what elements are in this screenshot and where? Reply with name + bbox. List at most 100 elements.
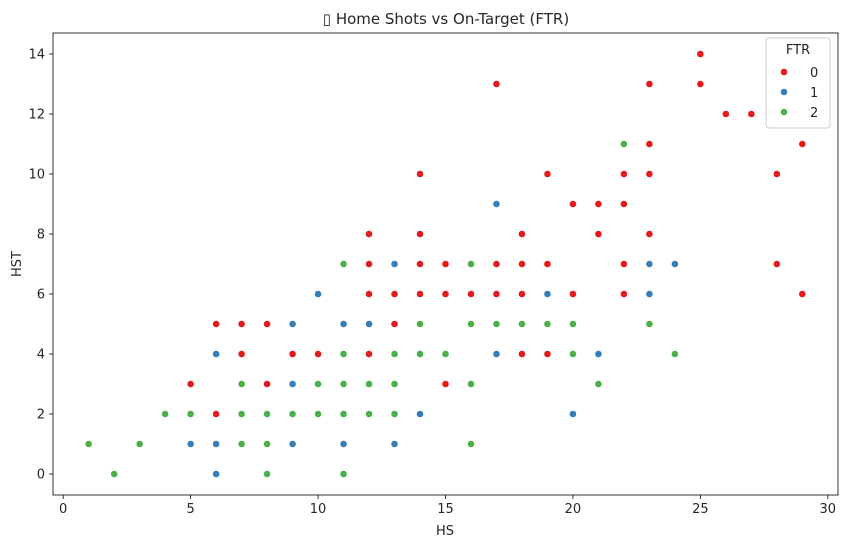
data-point-ftr-2 (569, 350, 577, 358)
data-point-ftr-0 (365, 230, 373, 238)
x-tick-label: 5 (186, 502, 194, 517)
data-point-ftr-0 (492, 290, 501, 298)
data-point-ftr-1 (288, 380, 297, 388)
data-point-ftr-2 (237, 440, 246, 448)
data-point-ftr-0 (365, 350, 373, 358)
data-point-ftr-2 (492, 320, 501, 328)
data-point-ftr-0 (467, 290, 475, 298)
chart-title: ▯ Home Shots vs On-Target (FTR) (323, 10, 569, 28)
legend-label: 2 (810, 106, 818, 121)
plot-area (52, 32, 839, 496)
data-point-ftr-2 (620, 140, 628, 148)
data-point-ftr-1 (212, 440, 221, 448)
legend-marker (780, 108, 788, 116)
data-point-ftr-2 (84, 440, 93, 448)
data-point-ftr-0 (186, 380, 195, 388)
data-point-ftr-0 (390, 290, 399, 298)
data-point-ftr-2 (365, 380, 373, 388)
data-point-ftr-0 (798, 140, 807, 148)
data-point-ftr-0 (416, 260, 424, 268)
data-point-ftr-0 (416, 170, 424, 178)
data-point-ftr-0 (518, 260, 526, 268)
data-point-ftr-1 (390, 440, 399, 448)
data-point-ftr-0 (441, 380, 450, 388)
data-point-ftr-0 (416, 230, 424, 238)
y-tick-label: 2 (37, 408, 45, 423)
data-point-ftr-1 (492, 350, 501, 358)
data-point-ftr-0 (594, 230, 603, 238)
data-point-ftr-0 (237, 350, 246, 358)
data-point-ftr-0 (492, 80, 501, 88)
data-point-ftr-0 (645, 170, 654, 178)
x-tick-label: 10 (310, 502, 327, 517)
data-point-ftr-2 (670, 350, 679, 358)
data-point-ftr-0 (212, 320, 221, 328)
data-point-ftr-0 (569, 200, 577, 208)
x-tick-label: 30 (820, 502, 837, 517)
legend-label: 0 (810, 66, 818, 81)
data-point-ftr-1 (543, 290, 552, 298)
data-point-ftr-2 (390, 350, 399, 358)
data-point-ftr-1 (492, 200, 501, 208)
data-point-ftr-1 (186, 440, 195, 448)
data-point-ftr-0 (772, 170, 781, 178)
data-point-ftr-1 (390, 260, 399, 268)
data-point-ftr-0 (772, 260, 781, 268)
data-point-ftr-0 (594, 200, 603, 208)
data-point-ftr-0 (365, 260, 373, 268)
data-point-ftr-2 (237, 380, 246, 388)
data-point-ftr-1 (212, 470, 221, 478)
data-point-ftr-0 (696, 50, 705, 58)
data-point-ftr-1 (594, 350, 603, 358)
data-point-ftr-2 (416, 350, 424, 358)
y-tick-label: 6 (37, 288, 45, 303)
legend-box (765, 37, 831, 129)
data-point-ftr-0 (263, 380, 271, 388)
data-point-ftr-1 (569, 410, 577, 418)
data-point-ftr-1 (212, 350, 221, 358)
y-tick-label: 4 (37, 348, 45, 363)
y-axis-label: HST (10, 251, 25, 277)
data-point-ftr-0 (569, 290, 577, 298)
data-point-ftr-2 (314, 380, 322, 388)
data-point-ftr-0 (620, 290, 628, 298)
data-points (84, 50, 807, 478)
data-point-ftr-2 (161, 410, 170, 418)
data-point-ftr-0 (441, 290, 450, 298)
legend-title: FTR (786, 43, 810, 58)
data-point-ftr-0 (620, 260, 628, 268)
x-tick-label: 25 (692, 502, 709, 517)
data-point-ftr-1 (645, 260, 654, 268)
data-point-ftr-2 (135, 440, 144, 448)
data-point-ftr-2 (339, 470, 348, 478)
data-point-ftr-0 (645, 230, 654, 238)
legend: FTR 0 1 2 (765, 37, 831, 129)
data-point-ftr-0 (721, 110, 730, 118)
data-point-ftr-1 (416, 410, 424, 418)
data-point-ftr-0 (747, 110, 756, 118)
y-tick-label: 0 (37, 468, 45, 483)
data-point-ftr-2 (467, 320, 475, 328)
data-point-ftr-0 (212, 410, 221, 418)
y-tick-label: 8 (37, 228, 45, 243)
data-point-ftr-0 (288, 350, 297, 358)
data-point-ftr-0 (543, 260, 552, 268)
data-point-ftr-2 (645, 320, 654, 328)
data-point-ftr-1 (670, 260, 679, 268)
data-point-ftr-0 (518, 350, 526, 358)
data-point-ftr-0 (518, 230, 526, 238)
data-point-ftr-0 (645, 80, 654, 88)
data-point-ftr-2 (263, 440, 271, 448)
data-point-ftr-0 (365, 290, 373, 298)
data-point-ftr-1 (645, 290, 654, 298)
data-point-ftr-2 (390, 380, 399, 388)
data-point-ftr-2 (237, 410, 246, 418)
data-point-ftr-0 (543, 170, 552, 178)
data-point-ftr-1 (339, 320, 348, 328)
data-point-ftr-0 (620, 170, 628, 178)
data-point-ftr-2 (569, 320, 577, 328)
data-point-ftr-2 (543, 320, 552, 328)
x-tick-label: 20 (565, 502, 582, 517)
data-point-ftr-2 (365, 410, 373, 418)
